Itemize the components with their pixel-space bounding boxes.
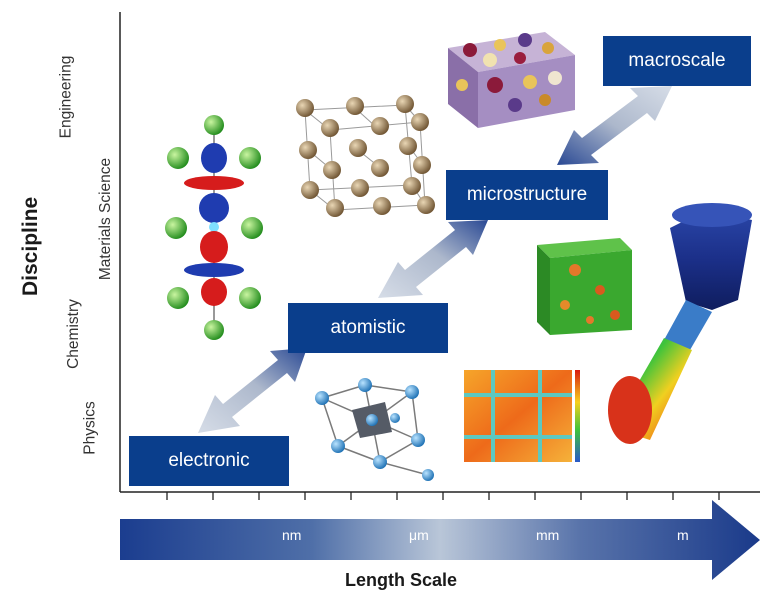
heatmap-illustration (464, 370, 580, 462)
discipline-label-engineering: Engineering (57, 55, 75, 139)
double-arrow-microstructure-macroscale (557, 86, 672, 165)
scale-tick-m: m (677, 527, 689, 543)
y-axis-title: Discipline (19, 196, 42, 296)
cluster-illustration (315, 378, 434, 481)
grain-block-illustration (448, 32, 575, 128)
double-arrow-electronic-atomistic (198, 348, 307, 433)
scale-tick-nm: nm (282, 527, 302, 543)
box-atomistic: atomistic (288, 303, 448, 353)
x-axis-title: Length Scale (345, 570, 458, 590)
green-cube-illustration (537, 238, 632, 335)
x-axis-ticks (166, 492, 720, 500)
crystal-lattice-illustration (296, 95, 435, 217)
orbital-illustration (165, 115, 263, 340)
box-macroscale: macroscale (603, 36, 751, 86)
box-electronic: electronic (129, 436, 289, 486)
discipline-label-chemistry: Chemistry (64, 299, 82, 369)
discipline-label-physics: Physics (81, 401, 99, 455)
scale-tick-um: μm (409, 527, 429, 543)
scale-tick-mm: mm (536, 527, 560, 543)
double-arrow-atomistic-microstructure (378, 220, 488, 298)
box-microstructure: microstructure (446, 170, 608, 220)
shaft-illustration (608, 203, 752, 444)
discipline-label-materials-science: Materials Science (97, 157, 115, 281)
length-scale-arrow (120, 500, 760, 580)
